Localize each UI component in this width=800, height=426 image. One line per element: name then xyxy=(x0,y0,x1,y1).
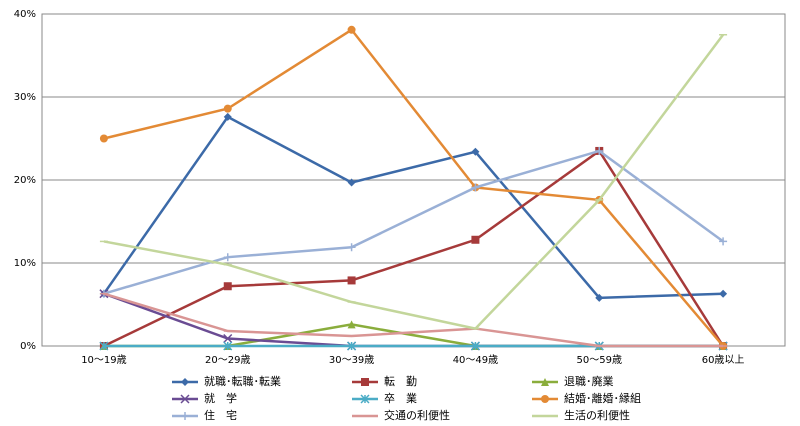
legend-item: 就 学 xyxy=(172,391,237,405)
y-tick-label: 0% xyxy=(20,341,36,352)
marker xyxy=(471,183,480,192)
series-line xyxy=(103,149,725,348)
legend-label: 転 勤 xyxy=(384,375,417,388)
marker xyxy=(347,243,356,252)
x-tick-label: 30～39歳 xyxy=(329,354,374,366)
legend-marker xyxy=(360,394,370,404)
legend-label: 退職･廃業 xyxy=(564,374,614,388)
marker xyxy=(471,147,480,156)
x-tick-label: 10～19歳 xyxy=(81,354,126,366)
marker xyxy=(223,253,232,262)
marker xyxy=(223,104,232,113)
y-tick-label: 20% xyxy=(14,175,36,186)
legend-marker xyxy=(361,378,369,386)
legend-marker xyxy=(180,394,190,404)
marker xyxy=(347,178,356,187)
x-tick-label: 60歳以上 xyxy=(702,354,745,366)
series-line xyxy=(103,149,724,295)
series-line xyxy=(103,34,725,330)
marker xyxy=(470,341,480,351)
legend-label: 卒 業 xyxy=(384,391,417,405)
legend-label: 就職･転職･転業 xyxy=(204,374,281,388)
marker xyxy=(347,341,357,351)
legend-item: 卒 業 xyxy=(352,391,417,405)
marker xyxy=(595,293,604,302)
marker xyxy=(347,276,356,285)
x-tick-label: 50～59歳 xyxy=(577,354,622,366)
legend-item: 交通の利便性 xyxy=(352,408,450,422)
legend-marker xyxy=(181,378,189,386)
series-line xyxy=(103,28,725,347)
legend-item: 住 宅 xyxy=(172,408,237,422)
marker xyxy=(223,341,233,351)
marker xyxy=(223,282,232,291)
marker xyxy=(347,25,356,34)
marker xyxy=(223,112,232,121)
legend-label: 住 宅 xyxy=(204,408,237,422)
legend-label: 交通の利便性 xyxy=(384,408,450,422)
legend-item: 転 勤 xyxy=(352,375,417,388)
y-tick-label: 30% xyxy=(14,92,36,103)
x-tick-label: 20～29歳 xyxy=(205,354,250,366)
y-tick-label: 40% xyxy=(14,9,36,20)
x-tick-label: 40～49歳 xyxy=(453,354,498,366)
y-tick-label: 10% xyxy=(14,258,36,269)
legend-marker xyxy=(541,378,549,386)
legend-item: 生活の利便性 xyxy=(532,408,630,422)
series-line xyxy=(102,115,724,300)
marker xyxy=(595,146,604,155)
marker xyxy=(99,341,109,351)
marker xyxy=(223,333,233,344)
legend-item: 退職･廃業 xyxy=(532,374,614,388)
legend-label: 就 学 xyxy=(204,391,237,405)
marker xyxy=(719,289,728,298)
marker xyxy=(719,237,728,246)
legend-label: 結婚･離婚･縁組 xyxy=(564,391,641,405)
legend-label: 生活の利便性 xyxy=(564,408,630,422)
legend-marker xyxy=(541,395,549,403)
marker xyxy=(347,320,356,329)
series-line xyxy=(103,292,724,348)
legend-item: 就職･転職･転業 xyxy=(172,374,281,388)
marker xyxy=(99,134,108,143)
marker xyxy=(471,235,480,244)
legend-marker xyxy=(181,412,189,420)
legend-item: 結婚･離婚･縁組 xyxy=(532,391,641,405)
